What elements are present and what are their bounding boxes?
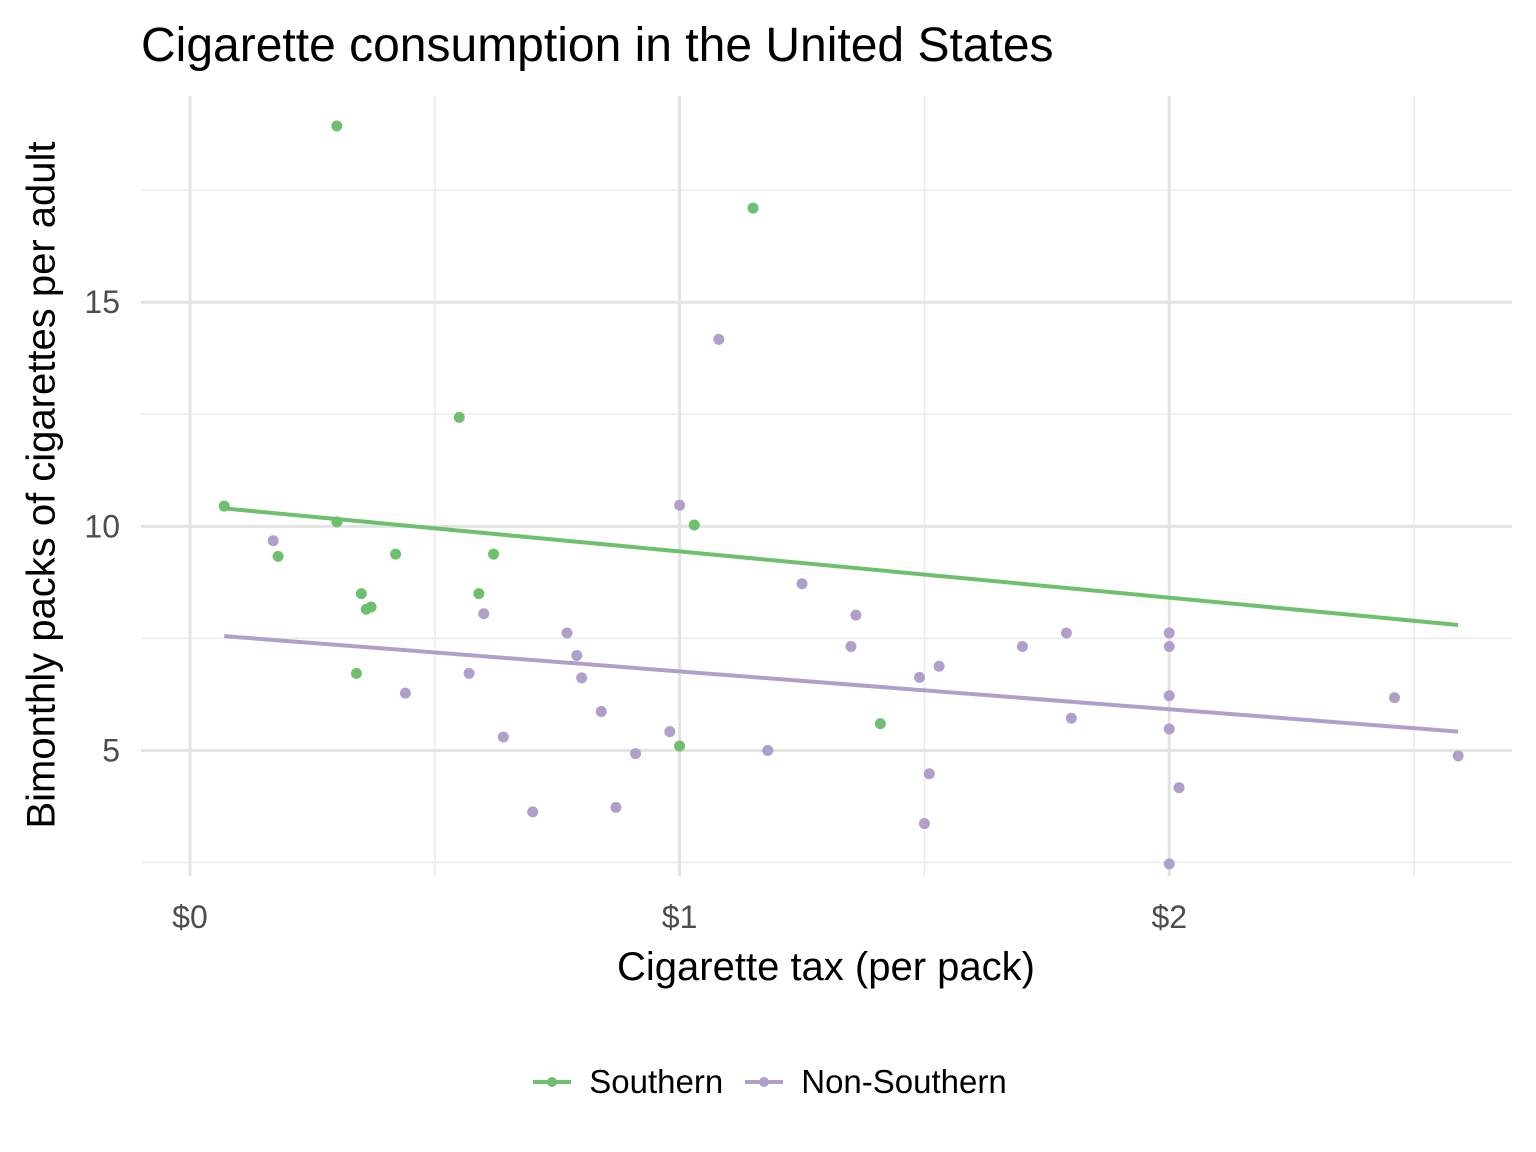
data-point-non-southern — [497, 731, 509, 743]
trend-line-non-southern — [224, 634, 1459, 734]
data-point-non-southern — [595, 705, 607, 717]
data-point-non-southern — [561, 627, 573, 639]
data-point-non-southern — [630, 748, 642, 760]
x-tick-label: $0 — [172, 899, 208, 935]
chart-title: Cigarette consumption in the United Stat… — [141, 19, 1054, 72]
data-point-non-southern — [576, 672, 588, 684]
data-point-non-southern — [796, 578, 808, 590]
data-points — [218, 120, 1464, 870]
data-point-southern — [331, 120, 343, 132]
data-point-southern — [674, 740, 686, 752]
data-point-southern — [355, 588, 367, 600]
y-axis-label: Bimonthly packs of cigarettes per adult — [19, 141, 64, 829]
data-point-non-southern — [1163, 690, 1175, 702]
y-tick-label: 10 — [84, 508, 120, 544]
data-point-non-southern — [1016, 640, 1028, 652]
data-point-non-southern — [674, 499, 686, 511]
data-point-southern — [390, 548, 402, 560]
data-point-southern — [365, 601, 377, 613]
data-point-non-southern — [713, 333, 725, 345]
data-point-non-southern — [1065, 712, 1077, 724]
data-point-non-southern — [1163, 640, 1175, 652]
legend-label-non-southern: Non-Southern — [801, 1063, 1007, 1100]
data-point-southern — [688, 519, 700, 531]
legend: Southern Non-Southern — [0, 1062, 1536, 1102]
y-tick-label: 15 — [84, 284, 120, 320]
data-point-southern — [488, 548, 500, 560]
data-point-non-southern — [1163, 723, 1175, 735]
trend-line-southern — [224, 506, 1459, 627]
data-point-southern — [272, 550, 284, 562]
data-point-non-southern — [527, 806, 539, 818]
data-point-non-southern — [664, 726, 676, 738]
x-axis-label: Cigarette tax (per pack) — [617, 945, 1035, 989]
data-point-non-southern — [850, 609, 862, 621]
data-point-non-southern — [1163, 627, 1175, 639]
data-point-non-southern — [1163, 858, 1175, 870]
legend-key-southern — [529, 1062, 575, 1102]
major-gridlines — [141, 96, 1512, 876]
y-tick-label: 5 — [102, 732, 120, 768]
data-point-southern — [747, 202, 759, 214]
tick-labels: $0 $1 $2 5 10 15 — [84, 284, 1187, 935]
data-point-non-southern — [399, 687, 411, 699]
trend-lines — [224, 506, 1459, 734]
data-point-southern — [453, 411, 465, 423]
minor-gridlines — [141, 96, 1512, 876]
data-point-non-southern — [923, 768, 935, 780]
data-point-non-southern — [1173, 782, 1185, 794]
x-tick-label: $1 — [662, 899, 698, 935]
data-point-non-southern — [1452, 750, 1464, 762]
data-point-non-southern — [1060, 627, 1072, 639]
data-point-non-southern — [267, 535, 279, 547]
data-point-non-southern — [571, 649, 583, 661]
data-point-non-southern — [845, 640, 857, 652]
data-point-non-southern — [478, 608, 490, 620]
legend-item-non-southern: Non-Southern — [741, 1062, 1007, 1102]
data-point-non-southern — [914, 671, 926, 683]
data-point-non-southern — [762, 744, 774, 756]
data-point-southern — [331, 516, 343, 528]
data-point-non-southern — [610, 801, 622, 813]
legend-label-southern: Southern — [589, 1063, 724, 1100]
data-point-southern — [218, 500, 230, 512]
legend-key-non-southern — [741, 1062, 787, 1102]
legend-item-southern: Southern — [529, 1062, 723, 1102]
data-point-non-southern — [1388, 692, 1400, 704]
data-point-non-southern — [933, 660, 945, 672]
data-point-southern — [874, 718, 886, 730]
data-point-southern — [473, 588, 485, 600]
data-point-southern — [350, 667, 362, 679]
data-point-non-southern — [463, 667, 475, 679]
x-tick-label: $2 — [1151, 899, 1187, 935]
data-point-non-southern — [918, 818, 930, 830]
